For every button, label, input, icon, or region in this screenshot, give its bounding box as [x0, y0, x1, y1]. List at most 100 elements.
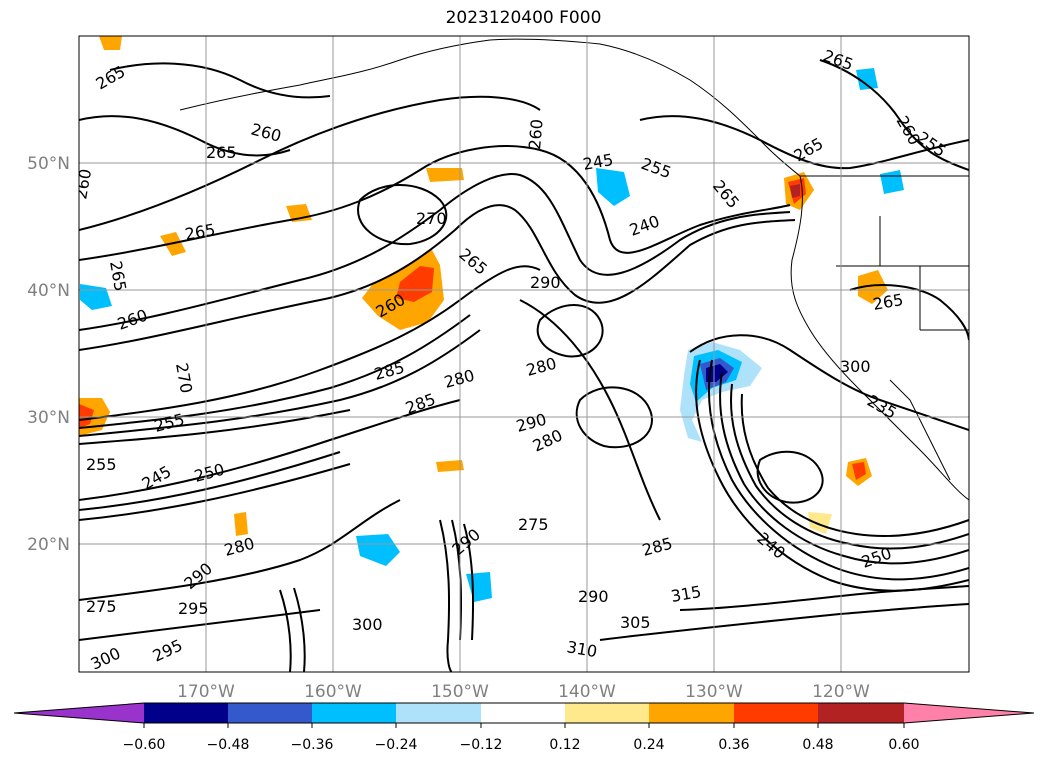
contour-label: 275 [86, 597, 117, 616]
red-patch-west [79, 404, 94, 428]
colorbar-tick-label: −0.60 [123, 737, 166, 753]
lon-label: 160°W [304, 682, 362, 702]
contour-label: 270 [416, 209, 447, 228]
colorbar-ticks [143, 723, 905, 728]
map-frame [78, 35, 970, 673]
blue-patch-south [356, 534, 400, 566]
coastlines [179, 38, 969, 501]
colorbar-segment [481, 703, 566, 723]
yellow-patch-se [808, 512, 832, 534]
colorbar-segment [818, 703, 904, 723]
contour-line [279, 589, 292, 672]
contour-line [439, 519, 453, 672]
contour-line [519, 299, 661, 521]
map-title: 2023120400 F000 [445, 8, 602, 28]
contour-line [109, 62, 331, 99]
map-background [79, 36, 969, 672]
colorbar-segment [144, 703, 229, 723]
lat-label: 50°N [27, 154, 70, 174]
orange-patch-4 [436, 460, 464, 472]
coastline-west-us [790, 175, 969, 501]
contour-label: 295 [178, 599, 209, 618]
contour-line [707, 359, 969, 581]
lat-label: 20°N [27, 535, 70, 555]
colorbar-tick-labels: −0.60 −0.48 −0.36 −0.24 −0.12 0.12 0.24 … [123, 737, 920, 753]
colorbar-tick-label: −0.48 [207, 737, 250, 753]
border-mexico [889, 379, 951, 481]
contour-line [819, 59, 969, 171]
blue-patch-ne [880, 170, 904, 194]
lat-label: 40°N [27, 281, 70, 301]
dark-red-patch-coast [790, 184, 800, 198]
contour-label: 305 [620, 613, 651, 632]
contour-line [536, 304, 604, 358]
contour-label: 265 [206, 143, 237, 162]
lon-label: 140°W [558, 682, 616, 702]
lon-label: 170°W [177, 682, 235, 702]
coastline-alaska [179, 38, 801, 177]
colorbar-extend-low [14, 703, 144, 723]
contour-line [79, 115, 291, 157]
contour-line [740, 393, 969, 537]
colorbar-tick-label: −0.36 [291, 737, 334, 753]
lon-label: 150°W [431, 682, 489, 702]
contour-label: 260 [71, 167, 95, 200]
contour-line [79, 499, 401, 601]
colorbar-extend-high [904, 703, 1034, 723]
lon-label: 120°W [812, 682, 870, 702]
colorbar-segment [312, 703, 397, 723]
contour-line [719, 371, 969, 565]
colorbar-tick-label: −0.24 [375, 737, 418, 753]
colorbar: −0.60 −0.48 −0.36 −0.24 −0.12 0.12 0.24 … [13, 702, 1035, 753]
orange-patch-north [426, 168, 464, 182]
contour-line [79, 399, 461, 501]
colorbar-tick-label: 0.24 [633, 737, 664, 753]
colorbar-segment [228, 703, 313, 723]
contour-line [79, 329, 481, 437]
contour-label: 275 [518, 515, 549, 534]
contour-line [639, 115, 969, 170]
contour-line [79, 409, 351, 445]
lon-label: 130°W [685, 682, 743, 702]
contour-label: 290 [578, 587, 609, 606]
contour-line [849, 284, 969, 341]
contour-line [689, 334, 969, 431]
colorbar-tick-label: 0.12 [549, 737, 580, 753]
contour-line [357, 184, 448, 246]
red-patch-se [852, 462, 866, 480]
orange-patch-5 [234, 512, 248, 536]
contour-label: 260 [525, 118, 547, 150]
lon-axis: 170°W 160°W 150°W 140°W 130°W 120°W [177, 682, 870, 702]
contour-line [293, 587, 306, 672]
orange-patch-east [858, 270, 888, 304]
contour-line [79, 95, 541, 231]
contour-label: 300 [352, 615, 383, 634]
contour-line [79, 609, 321, 641]
blue-patch-ne2 [856, 68, 878, 90]
colorbar-tick-label: 0.36 [718, 737, 749, 753]
colorbar-segment [396, 703, 481, 723]
red-patch [396, 266, 434, 302]
contour-line [79, 463, 351, 521]
contour-line [79, 451, 341, 511]
contour-lines [79, 59, 969, 672]
contour-line [463, 523, 475, 641]
contour-line [599, 603, 969, 641]
contour-line [730, 383, 969, 550]
contour-line [679, 585, 969, 611]
colorbar-segment [734, 703, 819, 723]
contour-line [575, 386, 653, 449]
blue-patch-north [596, 168, 630, 206]
orange-patch-top [99, 36, 122, 50]
contour-line [79, 173, 791, 331]
contour-line [79, 204, 796, 351]
contour-line [79, 314, 471, 429]
colorbar-segment [649, 703, 734, 723]
lat-label: 30°N [27, 408, 70, 428]
contour-label: 255 [86, 455, 117, 474]
colorbar-tick-label: 0.60 [888, 737, 919, 753]
contour-label: 300 [840, 357, 871, 376]
contour-line [79, 265, 541, 421]
map-plot-area: 265 260 265 260 265 265 270 265 260 290 … [71, 36, 969, 672]
